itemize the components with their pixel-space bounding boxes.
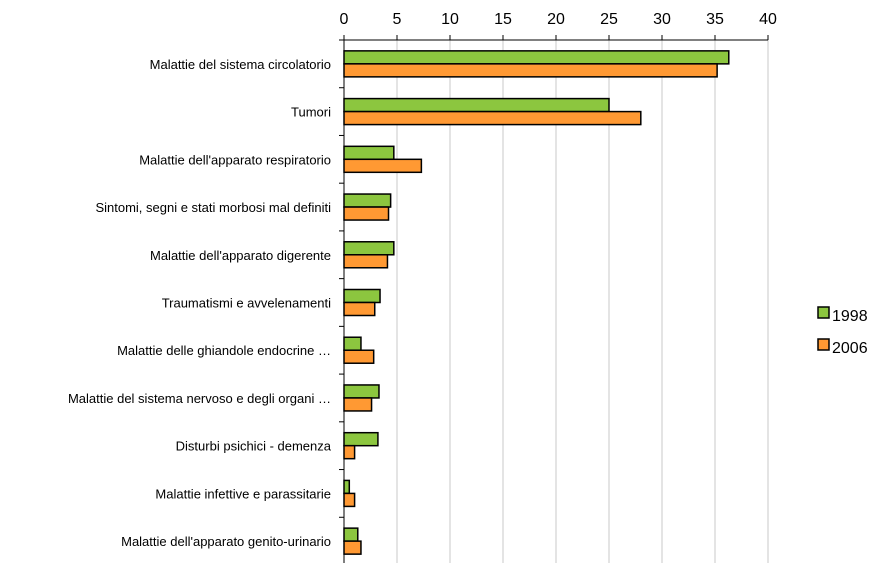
x-tick-labels: 0 5 10 15 20 25 30 35 40 [340,11,777,28]
legend-label-1998: 1998 [832,308,868,325]
bar-2006 [343,492,356,508]
x-tick-label: 40 [759,11,777,28]
bar-1998 [343,527,359,542]
category-label: Malattie delle ghiandole endocrine … [117,343,331,358]
bar-2006 [343,349,375,364]
category-label: Malattie infettive e parassitarie [155,486,331,501]
bar-1998 [343,241,395,256]
bars [343,50,730,555]
x-tick-label: 25 [600,11,618,28]
bar-1998 [343,288,381,304]
x-tick-label: 15 [494,11,512,28]
bar-2006 [343,110,642,126]
category-label: Malattie dell'apparato genito-urinario [121,534,331,549]
bar-2006 [343,540,362,555]
category-label: Tumori [291,105,331,120]
bar-1998 [343,193,392,208]
bar-2006 [343,158,423,174]
category-label: Disturbi psichici - demenza [176,439,332,454]
gridlines [396,40,769,563]
axes [339,35,769,563]
bar-2006 [343,301,376,317]
bar-2006 [343,254,389,269]
legend-swatch-1998 [817,306,830,319]
bar-1998 [343,97,610,113]
category-label: Sintomi, segni e stati morbosi mal defin… [95,200,331,215]
bar-2006 [343,444,356,460]
category-label: Traumatismi e avvelenamenti [162,296,331,311]
bar-1998 [343,50,730,65]
category-labels: Malattie del sistema circolatorio Tumori M… [68,57,332,549]
legend-label-2006: 2006 [832,340,868,357]
category-label: Malattie del sistema nervoso e degli org… [68,391,331,406]
bar-2006 [343,63,718,78]
bar-1998 [343,384,380,399]
bar-1998 [343,431,379,447]
bar-1998 [343,336,362,351]
category-label: Malattie del sistema circolatorio [150,57,331,72]
x-tick-label: 35 [706,11,724,28]
bar-2006 [343,397,373,412]
x-tick-label: 0 [340,11,349,28]
bar-2006 [343,206,390,221]
x-tick-label: 5 [393,11,402,28]
x-tick-label: 30 [653,11,671,28]
category-label: Malattie dell'apparato digerente [150,248,331,263]
x-tick-label: 20 [547,11,565,28]
legend-swatch-2006 [817,338,830,351]
legend: 1998 2006 [817,306,868,357]
bar-1998 [343,479,351,495]
bar-1998 [343,145,395,161]
x-tick-label: 10 [441,11,459,28]
category-label: Malattie dell'apparato respiratorio [139,152,331,167]
